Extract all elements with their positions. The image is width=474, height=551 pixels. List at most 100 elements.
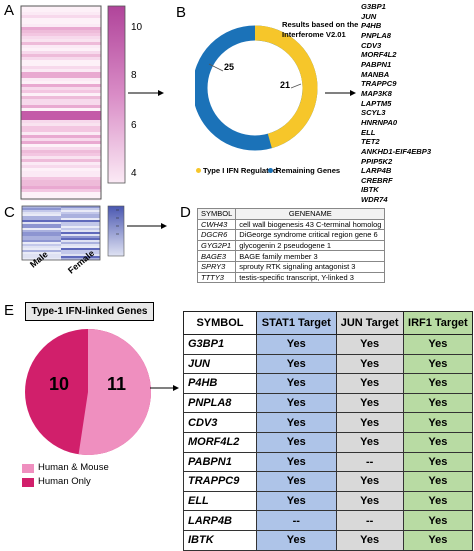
heatmap-a-band <box>21 36 101 39</box>
heatmap-a-band <box>21 177 101 180</box>
heatmap-c-band <box>61 208 100 210</box>
heatmap-c-band <box>61 210 100 212</box>
tf-cell-jun: Yes <box>335 529 404 551</box>
pie-count-human-only: 10 <box>49 374 70 394</box>
tf-cell-irf1: Yes <box>402 431 474 453</box>
heatmap-a-band <box>21 150 101 153</box>
tf-cell-irf1: Yes <box>402 353 474 375</box>
tf-cell-irf1: Yes <box>402 510 474 531</box>
heatmap-a-band <box>21 195 101 198</box>
tf-cell-stat1: Yes <box>256 471 337 492</box>
panel-label-e: E <box>4 302 15 319</box>
heatmap-c-band <box>22 210 61 212</box>
heatmap-a-band <box>21 105 101 108</box>
d-cell-symbol: SPRY3 <box>196 260 237 273</box>
colorbar-a-tick-8: 8 <box>131 70 137 81</box>
heatmap-c-band <box>61 242 100 244</box>
d-cell-genename: testis-specific transcript, Y-linked 3 <box>235 271 386 284</box>
heatmap-c-band <box>22 226 61 228</box>
d-table-row: CWH43 cell wall biogenesis 43 C-terminal … <box>196 218 386 231</box>
gene-list-item: IBTK <box>361 185 379 195</box>
gene-list-item: CDV3 <box>361 40 382 50</box>
heatmap-c-band <box>61 206 100 208</box>
colorbar-a-tick-6: 6 <box>131 120 137 131</box>
gene-list-item: PNPLA8 <box>361 30 391 40</box>
heatmap-c-band <box>61 240 100 242</box>
tf-cell-symbol: PABPN1 <box>183 451 257 473</box>
heatmap-a-band <box>21 129 101 132</box>
heatmap-c-band <box>22 222 61 224</box>
donut-count-remaining: 25 <box>224 62 235 72</box>
heatmap-a-band <box>21 33 101 36</box>
heatmap-a-band <box>21 120 101 123</box>
tf-table-row: PNPLA8 Yes Yes Yes <box>183 392 474 414</box>
heatmap-a-band <box>21 138 101 141</box>
heatmap-c-band <box>61 244 100 246</box>
tf-cell-jun: Yes <box>335 373 404 394</box>
tf-cell-symbol: TRAPPC9 <box>183 471 257 492</box>
legend-label-human-only: Human Only <box>38 476 91 487</box>
heatmap-c-band <box>61 234 100 236</box>
heatmap-a-band <box>21 6 101 9</box>
heatmap-a-band <box>21 156 101 159</box>
tf-cell-stat1: Yes <box>256 451 337 473</box>
heatmap-a-band <box>21 114 101 117</box>
heatmap-a-band <box>21 99 101 102</box>
tf-cell-jun: Yes <box>335 392 404 414</box>
tf-cell-jun: Yes <box>335 412 404 433</box>
colorbar-c <box>107 205 125 257</box>
heatmap-c-band <box>22 208 61 210</box>
tf-cell-irf1: Yes <box>402 451 474 473</box>
panel-label-d: D <box>180 204 191 221</box>
panel-a-heatmap-graphic <box>20 5 356 229</box>
d-table-row: TTTY3 testis-specific transcript, Y-linke… <box>196 271 386 284</box>
heatmap-c-band <box>22 218 61 220</box>
legend-swatch-human-mouse <box>22 464 34 473</box>
d-header-genename: GENENAME <box>235 208 386 220</box>
heatmap-a-frame <box>20 5 102 200</box>
heatmap-c-band <box>61 216 100 218</box>
heatmap-a-band <box>21 180 101 183</box>
gene-list-item: WDR74 <box>361 195 388 205</box>
heatmap-c-band <box>61 224 100 226</box>
heatmap-a-band <box>21 159 101 162</box>
heatmap-c-band <box>22 258 61 260</box>
heatmap-c-band <box>61 254 100 256</box>
heatmap-a-band <box>21 15 101 18</box>
gene-list-item: TRAPPC9 <box>361 79 397 89</box>
heatmap-c-band <box>61 214 100 216</box>
legend-label-remaining: Remaining Genes <box>276 166 341 175</box>
panel-b-donut <box>195 25 318 151</box>
heatmap-c-band <box>61 222 100 224</box>
heatmap-c-band <box>22 256 61 258</box>
heatmap-c-band <box>22 236 61 238</box>
gene-list-item: MANBA <box>361 69 390 79</box>
heatmap-c-band <box>22 244 61 246</box>
tf-cell-symbol: JUN <box>183 353 257 375</box>
heatmap-c-band <box>61 230 100 232</box>
heatmap-c-band <box>22 252 61 254</box>
tf-cell-jun: Yes <box>335 490 404 512</box>
heatmap-a-band <box>21 171 101 174</box>
heatmap-c-band <box>22 242 61 244</box>
donut-count-ifn: 21 <box>280 80 291 90</box>
gene-list-item: MAP3K8 <box>361 88 392 98</box>
tf-cell-jun: Yes <box>335 471 404 492</box>
heatmap-c-band <box>22 234 61 236</box>
tf-table-row: P4HB Yes Yes Yes <box>183 373 474 394</box>
colorbar-a-tick-4: 4 <box>131 168 137 179</box>
heatmap-a-band <box>21 63 101 66</box>
tf-cell-stat1: Yes <box>256 392 337 414</box>
gene-list-item: ANKHD1-EIF4EBP3 <box>361 146 432 156</box>
donut-leader-21 <box>290 83 302 89</box>
heatmap-a-band <box>21 27 101 30</box>
heatmap-a-band <box>21 12 101 15</box>
tf-cell-jun: -- <box>335 451 404 473</box>
panel-e-pie <box>25 329 179 455</box>
tf-cell-stat1: Yes <box>256 353 337 375</box>
heatmap-a-band <box>21 111 101 114</box>
pie-slice-human-mouse <box>78 329 151 455</box>
heatmap-c-band <box>22 224 61 226</box>
heatmap-c-band <box>61 232 100 234</box>
heatmap-a-band <box>21 42 101 45</box>
